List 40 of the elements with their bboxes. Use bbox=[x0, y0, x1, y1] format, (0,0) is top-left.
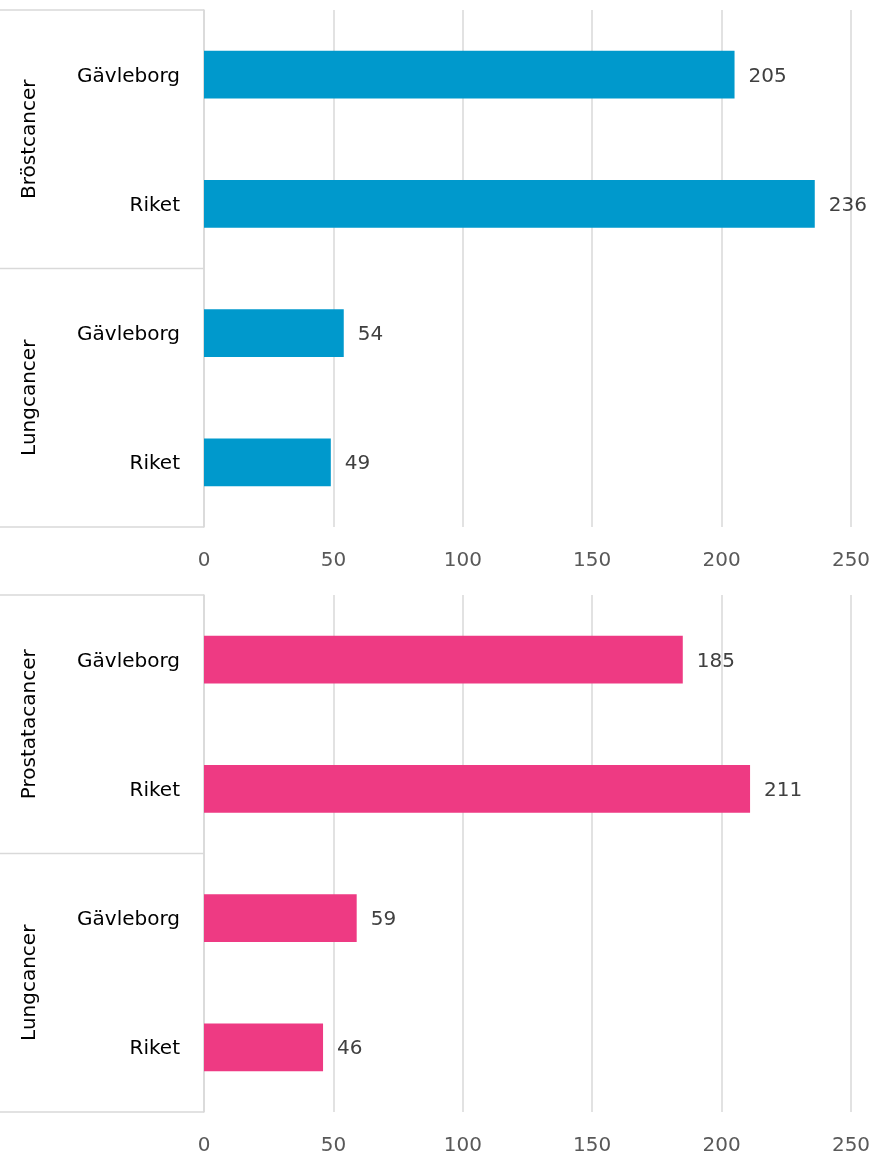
x-tick-label: 50 bbox=[320, 547, 347, 571]
data-label: 59 bbox=[370, 906, 397, 931]
x-tick-label: 50 bbox=[320, 1132, 347, 1156]
x-tick-label: 250 bbox=[831, 547, 871, 571]
x-tick-label: 100 bbox=[443, 547, 482, 571]
data-label: 211 bbox=[764, 776, 803, 801]
bar bbox=[204, 764, 751, 813]
data-label: 236 bbox=[828, 191, 867, 216]
bar bbox=[204, 309, 344, 358]
text: Bröstcancer bbox=[16, 78, 40, 199]
y-tick-label: Gävleborg bbox=[77, 906, 180, 931]
data-label: 54 bbox=[357, 321, 384, 346]
y-tick-label: Riket bbox=[129, 1035, 181, 1060]
data-label: 46 bbox=[337, 1035, 363, 1060]
bar bbox=[204, 894, 357, 943]
data-label: 49 bbox=[344, 450, 371, 475]
bar bbox=[204, 635, 683, 684]
text: Lungcancer bbox=[16, 923, 40, 1041]
x-tick-label: 200 bbox=[702, 1132, 741, 1156]
data-label: 205 bbox=[748, 62, 787, 87]
y-tick-label: Riket bbox=[129, 776, 181, 801]
bar bbox=[204, 438, 331, 487]
y-tick-label: Riket bbox=[129, 191, 181, 216]
bar bbox=[204, 1023, 324, 1072]
y-tick-label: Riket bbox=[129, 450, 181, 475]
x-tick-label: 150 bbox=[573, 547, 612, 571]
text: Prostatacancer bbox=[16, 648, 40, 800]
data-label: 185 bbox=[696, 647, 735, 672]
bar bbox=[204, 179, 815, 228]
x-tick-label: 200 bbox=[702, 547, 741, 571]
x-tick-label: 0 bbox=[197, 1132, 211, 1156]
y-tick-label: Gävleborg bbox=[77, 62, 180, 87]
bar bbox=[204, 50, 735, 99]
text: Lungcancer bbox=[16, 338, 40, 456]
y-tick-label: Gävleborg bbox=[77, 321, 180, 346]
x-tick-label: 100 bbox=[443, 1132, 482, 1156]
x-tick-label: 250 bbox=[831, 1132, 871, 1156]
y-tick-label: Gävleborg bbox=[77, 647, 180, 672]
x-tick-label: 150 bbox=[573, 1132, 612, 1156]
x-tick-label: 0 bbox=[197, 547, 211, 571]
